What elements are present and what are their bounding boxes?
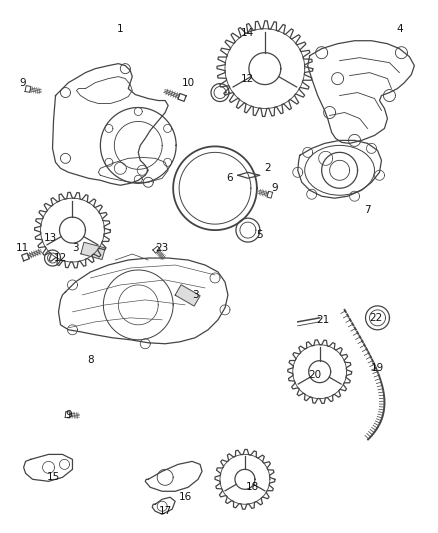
Text: 14: 14 (241, 28, 254, 38)
Text: 9: 9 (272, 183, 278, 193)
Text: 10: 10 (181, 78, 194, 87)
Text: 4: 4 (396, 24, 403, 34)
Text: 18: 18 (246, 482, 260, 492)
Text: 17: 17 (159, 506, 172, 516)
Text: 9: 9 (19, 78, 26, 87)
Text: 2: 2 (265, 163, 271, 173)
Text: 16: 16 (178, 492, 192, 502)
Polygon shape (175, 285, 200, 306)
Text: 9: 9 (65, 409, 72, 419)
Text: 12: 12 (241, 74, 254, 84)
Text: 13: 13 (44, 233, 57, 243)
Text: 6: 6 (226, 173, 233, 183)
Text: 20: 20 (308, 370, 321, 379)
Text: 19: 19 (371, 362, 384, 373)
Text: 11: 11 (16, 243, 29, 253)
Text: 8: 8 (87, 354, 94, 365)
Text: 21: 21 (316, 315, 329, 325)
Text: 7: 7 (364, 205, 371, 215)
Polygon shape (81, 243, 105, 260)
Text: 22: 22 (369, 313, 382, 323)
Text: 15: 15 (47, 472, 60, 482)
Text: 12: 12 (54, 253, 67, 263)
Text: 3: 3 (192, 290, 198, 300)
Text: 5: 5 (257, 230, 263, 240)
Text: 23: 23 (155, 243, 169, 253)
Text: 3: 3 (72, 243, 79, 253)
Text: 1: 1 (117, 24, 124, 34)
